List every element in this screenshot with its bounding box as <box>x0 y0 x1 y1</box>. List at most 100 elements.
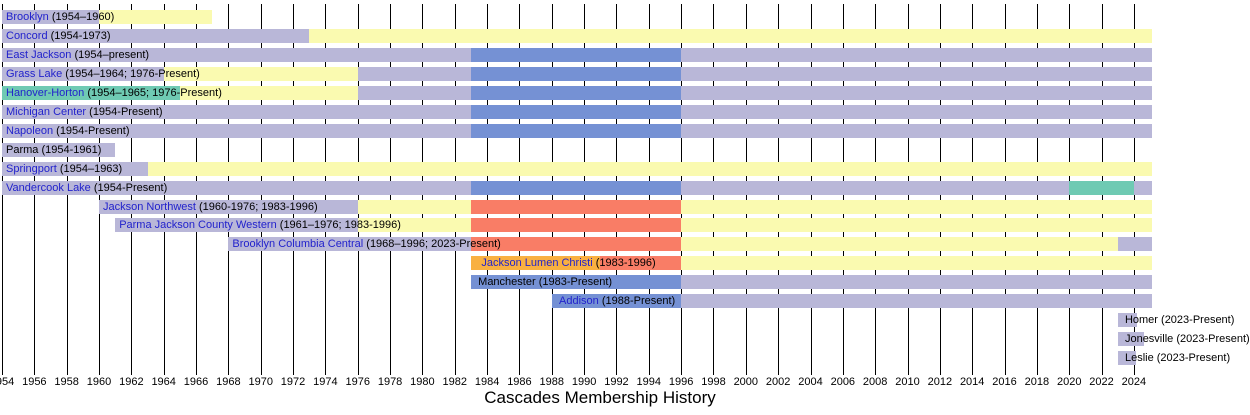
membership-years: (1954-Present) <box>86 105 163 118</box>
membership-years: (2023-Present) <box>1153 352 1231 365</box>
bar-segment <box>357 199 471 214</box>
axis-year-label: 2000 <box>733 376 759 388</box>
row-label: Jackson Lumen Christi (1983-1996) <box>481 256 655 270</box>
school-name-link[interactable]: Michigan Center <box>6 105 87 118</box>
axis-year-label: 1980 <box>410 376 435 388</box>
bar-segment <box>681 85 1152 100</box>
axis-year-label: 1978 <box>377 376 403 388</box>
bar-segment <box>228 237 471 252</box>
school-name: Manchester <box>478 276 536 289</box>
bar-segment <box>681 294 1152 309</box>
axis-year-label: 2018 <box>1024 376 1050 388</box>
row-label: Brooklyn Columbia Central (1968–1996; 20… <box>232 237 500 251</box>
school-name-link[interactable]: Jackson Lumen Christi <box>481 257 593 270</box>
school-name: Leslie <box>1124 352 1154 365</box>
axis-year-label: 2014 <box>959 376 985 388</box>
axis-year-label: 2020 <box>1056 376 1082 388</box>
axis-year-label: 1966 <box>183 376 209 388</box>
bar-segment <box>2 66 164 81</box>
axis-year-label: 1976 <box>345 376 370 388</box>
bar-segment <box>681 256 1152 271</box>
bar-segment <box>681 199 1152 214</box>
school-name-link[interactable]: Napoleon <box>6 124 54 137</box>
school-name-link[interactable]: Hanover-Horton <box>6 86 85 99</box>
axis-year-label: 1982 <box>442 376 467 388</box>
bar-segment <box>681 237 1118 252</box>
school-name-link[interactable]: Addison <box>559 295 599 308</box>
bar-segment <box>681 47 1152 62</box>
bar-segment <box>681 218 1152 233</box>
bar-segment <box>681 180 1070 195</box>
row-label: Leslie (2023-Present) <box>1125 351 1230 365</box>
school-name-link[interactable]: Grass Lake <box>6 67 63 80</box>
school-name-link[interactable]: Brooklyn Columbia Central <box>232 238 364 251</box>
axis-year-label: 1964 <box>151 376 176 388</box>
row-label: Hanover-Horton (1954–1965; 1976-Present) <box>6 86 222 100</box>
school-name-link[interactable]: Vandercook Lake <box>6 181 91 194</box>
row-label: Grass Lake (1954–1964; 1976-Present) <box>6 67 200 81</box>
axis-year-label: 1954 <box>0 376 15 388</box>
chart-title: Cascades Membership History <box>484 388 716 407</box>
axis-year-label: 2024 <box>1121 376 1147 388</box>
membership-years: (1954-1973) <box>47 29 111 42</box>
bar-segment <box>2 180 471 195</box>
bar-segment <box>99 199 358 214</box>
school-name-link[interactable]: Springport <box>6 162 57 175</box>
school-name: Jonesville <box>1124 333 1174 346</box>
school-name-link[interactable]: East Jackson <box>6 48 72 61</box>
membership-years: (2023-Present) <box>1173 333 1250 346</box>
bar-segment <box>681 104 1152 119</box>
axis-year-label: 1968 <box>216 376 241 388</box>
row-label: East Jackson (1954–present) <box>6 48 149 62</box>
school-name-link[interactable]: Brooklyn <box>6 11 49 23</box>
axis-year-label: 1994 <box>636 376 662 388</box>
row-label: Parma (1954-1961) <box>6 143 101 157</box>
school-name: Parma <box>6 143 39 156</box>
bar-segment <box>2 104 471 119</box>
membership-years: (1954–1963) <box>56 162 123 175</box>
membership-years: (2023-Present) <box>1157 314 1235 327</box>
bar-segment <box>600 256 682 271</box>
bar-segment <box>470 66 682 81</box>
bar-segment <box>357 218 471 233</box>
axis-year-label: 2006 <box>830 376 856 388</box>
row-label: Michigan Center (1954-Present) <box>6 105 163 119</box>
membership-years: (1983-Present) <box>535 276 613 289</box>
membership-years: (1954–1960) <box>48 11 115 23</box>
row-label: Springport (1954–1963) <box>6 162 122 176</box>
bar-segment <box>470 237 682 252</box>
axis-year-label: 1960 <box>86 376 112 388</box>
axis-year-label: 1974 <box>313 376 338 388</box>
school-name-link[interactable]: Jackson Northwest <box>103 200 196 213</box>
axis-year-label: 1984 <box>474 376 500 388</box>
school-name-link[interactable]: Concord <box>6 29 48 42</box>
bar-segment <box>309 28 1152 43</box>
row-label: Napoleon (1954-Present) <box>6 124 130 138</box>
school-name-link[interactable]: Parma Jackson County Western <box>119 219 277 232</box>
bar-segment <box>99 10 213 24</box>
axis-year-label: 2008 <box>862 376 888 388</box>
bar-segment <box>2 142 116 157</box>
bar-segment <box>470 123 682 138</box>
axis-year-label: 2012 <box>927 376 953 388</box>
row-label: Concord (1954-1973) <box>6 29 111 43</box>
axis-year-label: 1996 <box>668 376 694 388</box>
bar-segment <box>470 256 601 271</box>
bar-segment <box>470 47 682 62</box>
membership-years: (1954–present) <box>71 48 150 61</box>
membership-years: (1960-1976; 1983-1996) <box>195 200 318 213</box>
row-label: Manchester (1983-Present) <box>478 275 612 289</box>
axis-year-label: 1990 <box>571 376 597 388</box>
axis-year-label: 2022 <box>1089 376 1114 388</box>
membership-years: (1983-1996) <box>592 257 656 270</box>
row-label: Jonesville (2023-Present) <box>1125 332 1250 346</box>
row-label: Vandercook Lake (1954-Present) <box>6 181 167 195</box>
axis-year-label: 1988 <box>539 376 564 388</box>
axis-year-label: 2010 <box>895 376 920 388</box>
row-label: Addison (1988-Present) <box>559 294 675 308</box>
bar-segment <box>681 123 1152 138</box>
bar-segment <box>681 275 1152 290</box>
membership-years: (1954–1965; 1976-Present) <box>84 86 222 99</box>
bar-segment <box>2 28 310 43</box>
